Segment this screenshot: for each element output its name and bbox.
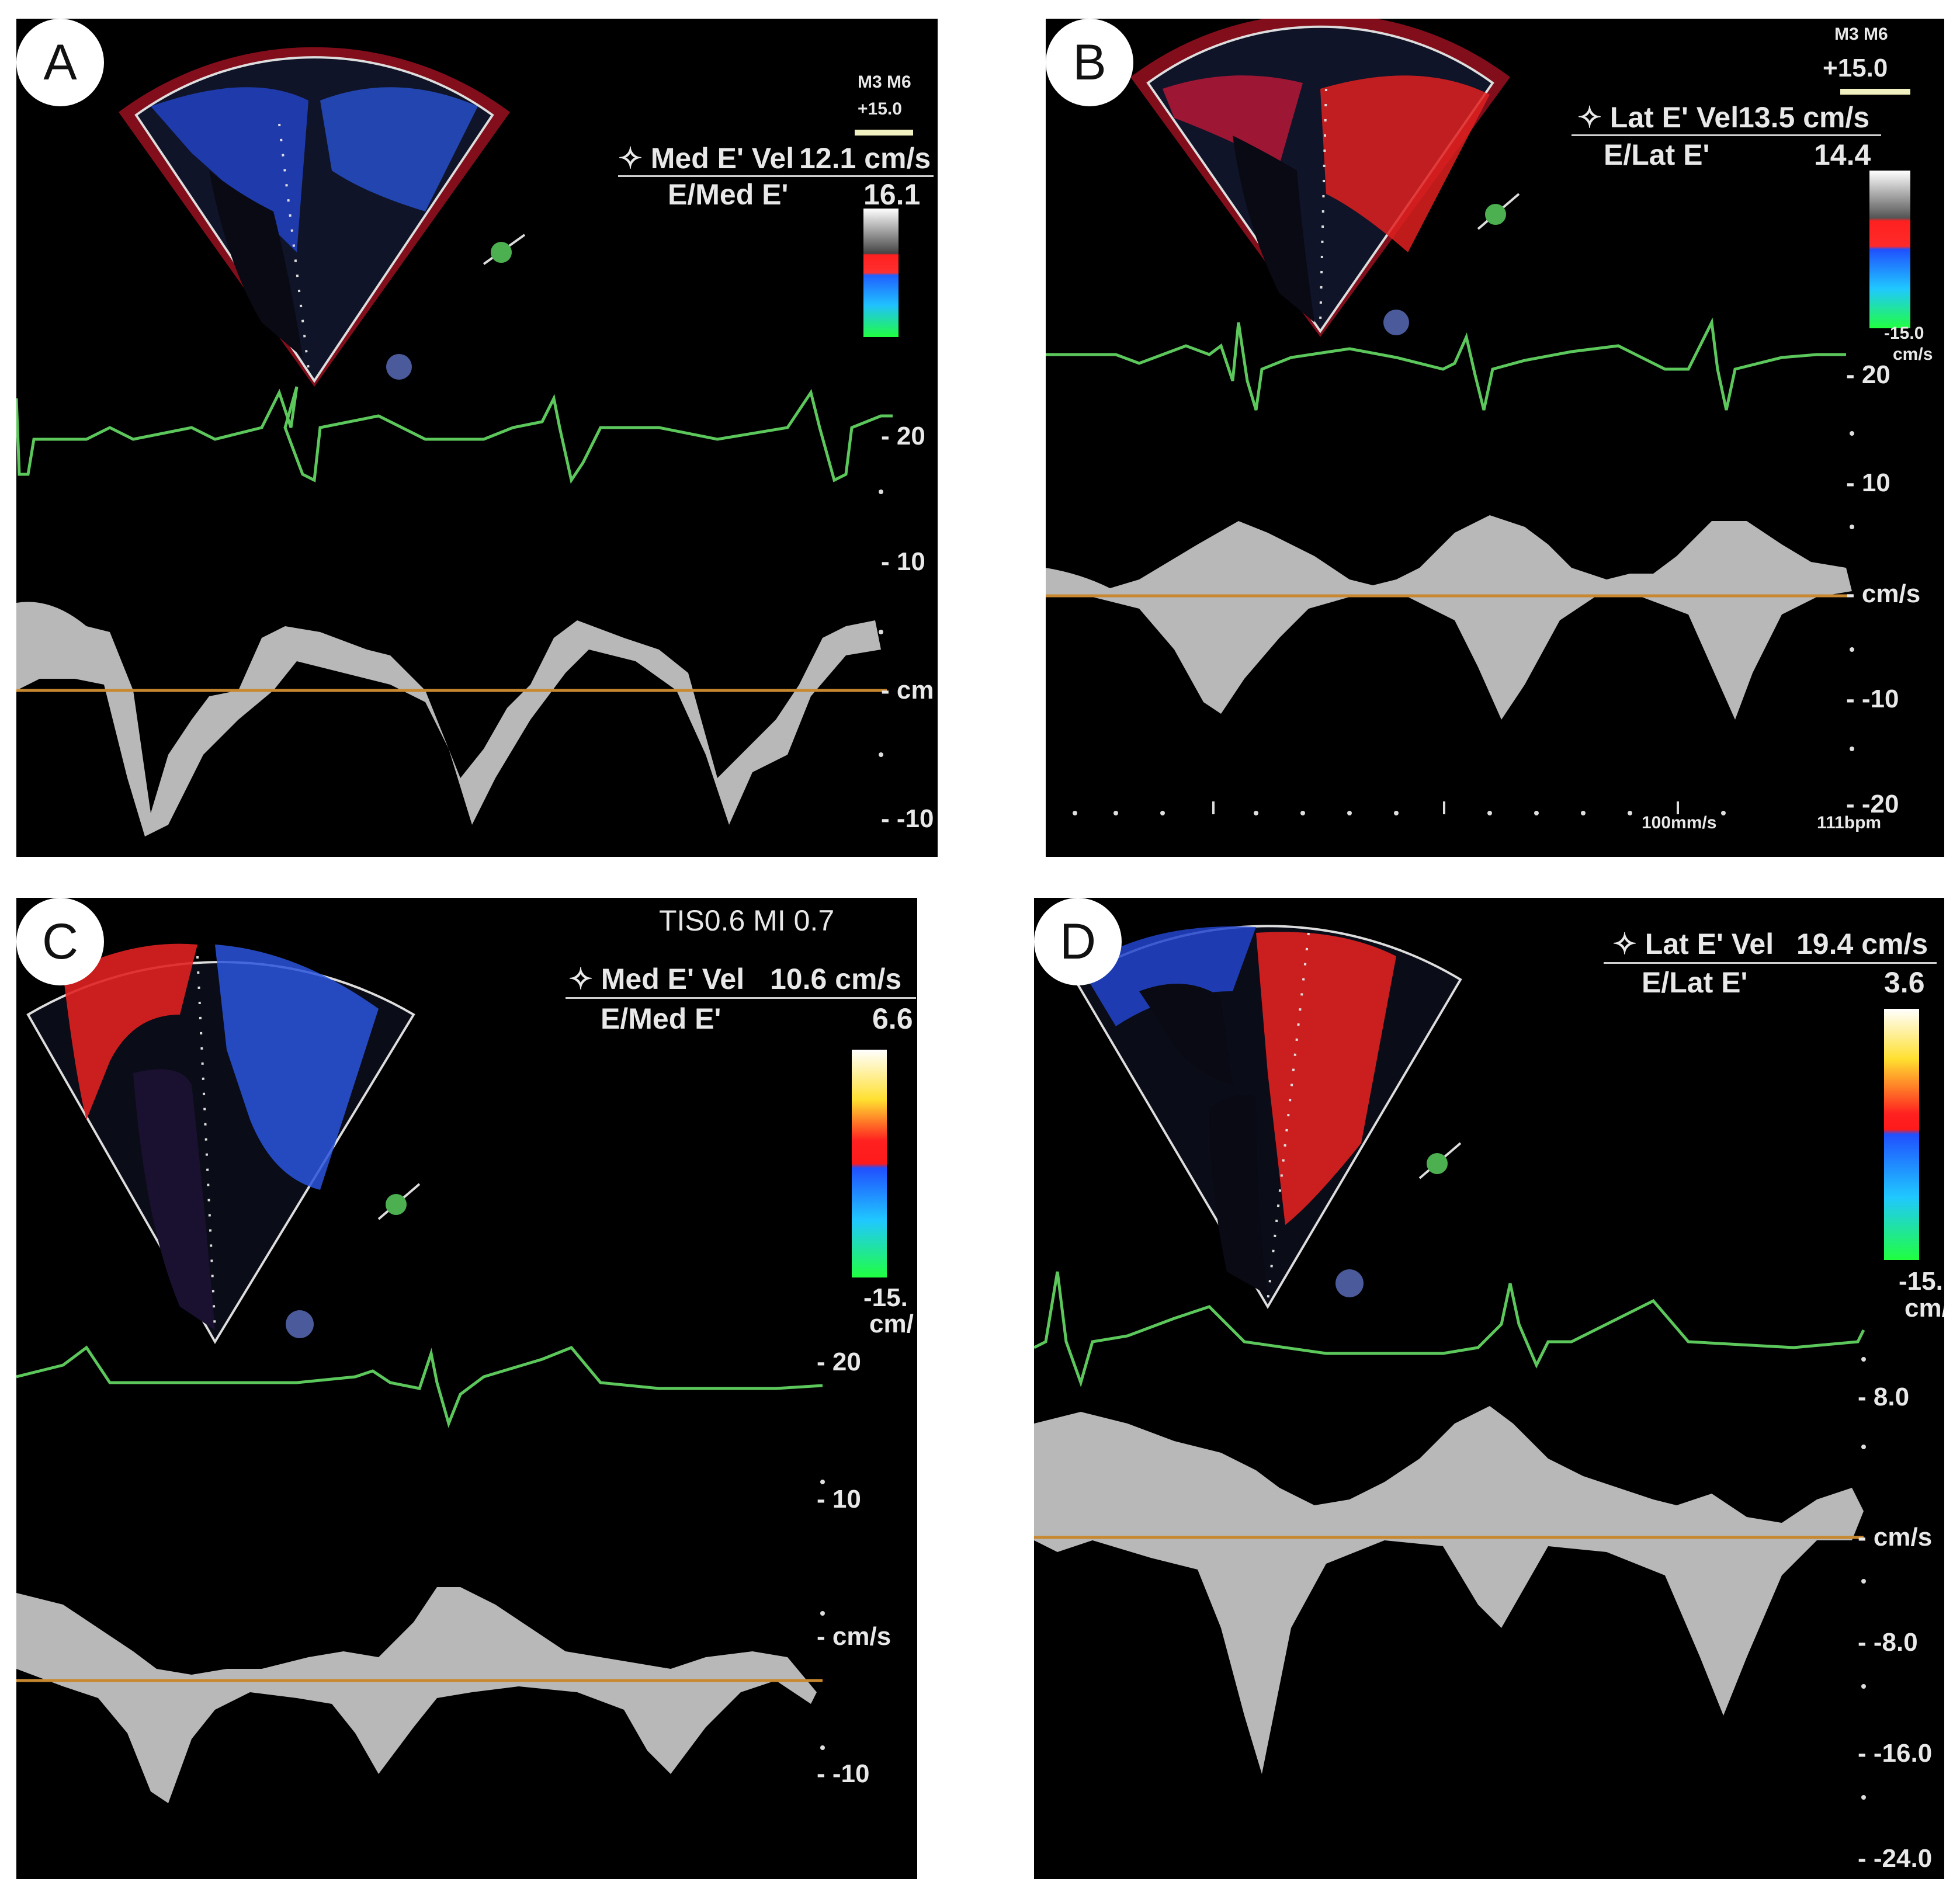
echo-panel-d: D ✧ Lat E' Vel 19.4 cm/s E/Lat E' 3.6 -1… <box>1034 898 1944 1879</box>
probe-orientation-icon <box>1418 1142 1462 1179</box>
doppler-spectrum <box>1046 515 1852 720</box>
panel-label-b: B <box>1046 19 1133 106</box>
ecg-trace <box>1046 317 1846 411</box>
color-scale-bottom: -15.0 <box>1884 324 1924 343</box>
ecg-trace <box>16 1345 823 1428</box>
measurement-label: ✧ Lat E' Vel <box>1612 928 1774 960</box>
ratio-label: E/Med E' <box>668 178 789 211</box>
color-scale-top: +15.0 <box>1823 54 1888 82</box>
color-scale-unit: cm/ <box>1905 1294 1944 1322</box>
measurement-label: ✧ Lat E' Vel <box>1577 101 1739 134</box>
color-scale-bar <box>863 209 899 337</box>
ratio-value: 14.4 <box>1814 138 1871 171</box>
ecg-trace <box>16 386 893 484</box>
probe-orientation-icon <box>377 1183 421 1220</box>
measurement-divider <box>1572 134 1881 136</box>
ecg-trace <box>1034 1271 1865 1388</box>
color-scale-bottom: -15. <box>863 1283 908 1312</box>
ratio-value: 16.1 <box>863 178 921 211</box>
time-markers <box>1073 801 1726 815</box>
measurement-divider <box>1604 962 1937 964</box>
ratio-value: 6.6 <box>872 1002 913 1035</box>
measurement-value: 19.4 cm/s <box>1796 928 1928 960</box>
ratio-label: E/Lat E' <box>1642 966 1748 999</box>
safety-indices: TIS0.6 MI 0.7 <box>659 904 835 937</box>
scale-label: - -8.0 <box>1858 1628 1918 1657</box>
sweep-speed: 100mm/s <box>1642 813 1717 832</box>
measurement-value: 13.5 cm/s <box>1738 101 1870 134</box>
color-scale-bar <box>1884 1009 1919 1260</box>
measurement-divider <box>618 175 934 177</box>
scale-label: - -20 <box>1846 790 1899 818</box>
doppler-spectrum <box>1034 1406 1864 1774</box>
doppler-spectrum <box>16 1587 817 1803</box>
scale-label: - -10 <box>881 804 934 833</box>
scale-label: - 20 <box>881 422 925 450</box>
measurement-label: ✧ Med E' Vel <box>618 142 795 175</box>
probe-label: M3 M6 <box>1834 25 1888 44</box>
scale-label: - 10 <box>817 1485 861 1513</box>
color-scale-top: +15.0 <box>858 99 902 119</box>
panel-label-d: D <box>1034 898 1122 985</box>
scale-label: - cm/s <box>1858 1523 1933 1551</box>
measurement-value: 10.6 cm/s <box>770 963 902 995</box>
measurement-divider <box>566 997 916 999</box>
scale-label: - -10 <box>1846 685 1899 713</box>
ratio-value: 3.6 <box>1884 966 1925 999</box>
scale-label: - 20 <box>817 1348 861 1376</box>
color-scale-bottom: -15. <box>1899 1267 1943 1296</box>
color-scale-unit: cm/s <box>1893 345 1933 364</box>
scale-label: - -16.0 <box>1858 1739 1933 1768</box>
panel-label-a: A <box>16 19 104 106</box>
ratio-label: E/Lat E' <box>1604 138 1710 171</box>
scale-label: - 8.0 <box>1858 1383 1910 1411</box>
echo-panel-a: A M3 M6 +15.0 ✧ Med E' Vel 12.1 cm/s E/M… <box>16 19 938 857</box>
echo-image-a <box>16 47 913 836</box>
echo-panel-b: B M3 M6 +15.0 ✧ Lat E' Vel 13.5 cm/s E/L… <box>1046 19 1944 857</box>
probe-label: M3 M6 <box>858 72 911 92</box>
color-scale-bar <box>852 1050 887 1277</box>
scale-label: - -24.0 <box>1858 1844 1933 1873</box>
color-scale-unit: cm/ <box>869 1310 914 1338</box>
scale-label: - 10 <box>881 547 925 576</box>
ratio-label: E/Med E' <box>601 1002 721 1035</box>
scale-label: - cm <box>881 676 934 704</box>
heart-rate: 111bpm <box>1817 813 1882 832</box>
scale-label: - -10 <box>817 1759 870 1788</box>
scale-label: - 10 <box>1846 468 1890 497</box>
echo-image-b <box>1046 19 1910 815</box>
echo-image-c <box>16 943 887 1803</box>
probe-orientation-icon <box>483 234 526 265</box>
panel-label-c: C <box>16 898 104 985</box>
echo-panel-c: C TIS0.6 MI 0.7 ✧ Med E' Vel 10.6 cm/s E… <box>16 898 917 1879</box>
scale-label: - 20 <box>1846 360 1890 389</box>
color-scale-bar <box>1869 171 1910 328</box>
measurement-label: ✧ Med E' Vel <box>568 963 745 995</box>
scale-label: - cm/s <box>1846 579 1921 608</box>
measurement-value: 12.1 cm/s <box>799 142 931 175</box>
scale-label: - cm/s <box>817 1622 891 1651</box>
doppler-spectrum <box>16 602 881 836</box>
echo-image-d <box>1034 925 1919 1800</box>
probe-orientation-icon <box>1477 193 1520 230</box>
